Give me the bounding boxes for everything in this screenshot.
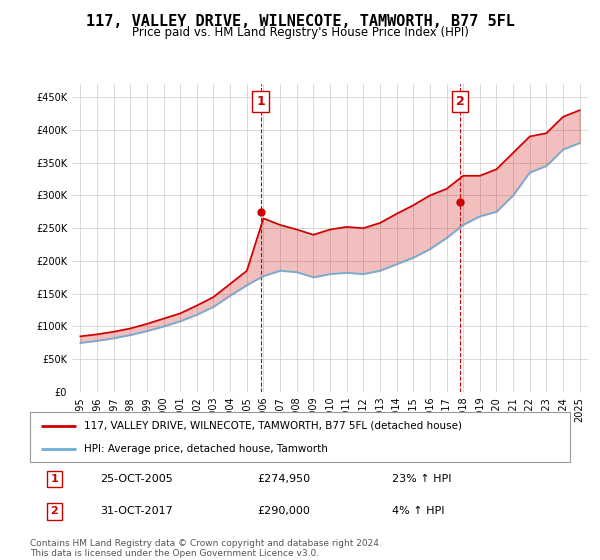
Text: 4% ↑ HPI: 4% ↑ HPI xyxy=(392,506,444,516)
Text: £274,950: £274,950 xyxy=(257,474,310,484)
Text: 1: 1 xyxy=(256,95,265,108)
Text: 25-OCT-2005: 25-OCT-2005 xyxy=(100,474,173,484)
Text: £290,000: £290,000 xyxy=(257,506,310,516)
Text: 2: 2 xyxy=(50,506,58,516)
FancyBboxPatch shape xyxy=(30,412,570,462)
Text: 31-OCT-2017: 31-OCT-2017 xyxy=(100,506,173,516)
Text: Contains HM Land Registry data © Crown copyright and database right 2024.
This d: Contains HM Land Registry data © Crown c… xyxy=(30,539,382,558)
Text: 2: 2 xyxy=(456,95,465,108)
Text: 1: 1 xyxy=(50,474,58,484)
Text: Price paid vs. HM Land Registry's House Price Index (HPI): Price paid vs. HM Land Registry's House … xyxy=(131,26,469,39)
Text: HPI: Average price, detached house, Tamworth: HPI: Average price, detached house, Tamw… xyxy=(84,445,328,454)
Text: 23% ↑ HPI: 23% ↑ HPI xyxy=(392,474,451,484)
Text: 117, VALLEY DRIVE, WILNECOTE, TAMWORTH, B77 5FL: 117, VALLEY DRIVE, WILNECOTE, TAMWORTH, … xyxy=(86,14,514,29)
Text: 117, VALLEY DRIVE, WILNECOTE, TAMWORTH, B77 5FL (detached house): 117, VALLEY DRIVE, WILNECOTE, TAMWORTH, … xyxy=(84,421,462,431)
